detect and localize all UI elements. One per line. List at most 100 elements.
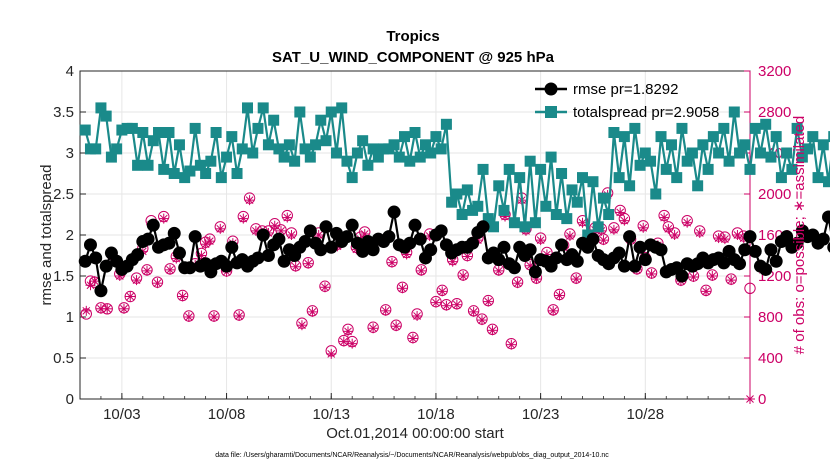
rmse-point <box>523 243 537 257</box>
totalspread-point <box>760 118 772 130</box>
obs-assimilated-point <box>451 299 462 310</box>
rmse-point <box>403 236 417 250</box>
asterisk-stroke <box>339 337 348 346</box>
asterisk-stroke <box>381 306 390 315</box>
y-axis-left: 0 0.5 1 1.5 2 2.5 3 3.5 4 <box>53 63 86 408</box>
rmse-point <box>738 243 752 257</box>
y-tick-label: 3.5 <box>53 104 74 121</box>
asterisk-stroke <box>478 316 486 324</box>
obs-assimilated-point <box>118 303 129 314</box>
obs-assimilated-point <box>125 291 136 302</box>
totalspread-point <box>268 114 280 126</box>
y-tick-label: 0.5 <box>53 350 74 367</box>
rmse-point <box>586 232 600 246</box>
totalspread-point <box>189 122 201 134</box>
totalspread-point <box>95 102 107 114</box>
rmse-point <box>172 246 186 260</box>
totalspread-point <box>692 180 704 192</box>
asterisk-stroke <box>746 395 754 403</box>
totalspread-point <box>817 139 829 151</box>
obs-assimilated-point <box>615 207 626 218</box>
obs-assimilated-point <box>152 278 163 289</box>
obs-assimilated-point <box>319 282 330 293</box>
asterisk-stroke <box>702 287 710 296</box>
obs-assimilated-point <box>183 312 194 322</box>
obs-assimilated-point <box>204 236 215 247</box>
y-tick-label: 1 <box>66 309 74 326</box>
asterisk-stroke <box>647 270 656 278</box>
rmse-point <box>387 205 401 219</box>
asterisk-stroke <box>369 324 378 333</box>
asterisk-stroke <box>484 297 493 306</box>
obs-assimilated-point <box>416 265 427 276</box>
totalspread-point <box>137 127 149 138</box>
obs-assimilated-point <box>282 212 293 223</box>
rmse-point <box>272 232 286 246</box>
y-tick-label: 0 <box>66 391 74 408</box>
asterisk-stroke <box>578 218 587 227</box>
asterisk-stroke <box>205 237 214 246</box>
obs-assimilated-point <box>719 234 730 245</box>
totalspread-point <box>791 122 803 134</box>
totalspread-point <box>681 155 693 167</box>
rmse-point <box>555 238 569 252</box>
rmse-point <box>612 246 626 260</box>
x-tick-label: 10/23 <box>522 406 560 423</box>
rmse-point <box>167 226 181 240</box>
totalspread-point <box>723 155 735 167</box>
x-axis: 10/03 10/08 10/13 10/18 10/23 10/28 <box>79 393 751 423</box>
totalspread-point <box>451 188 463 200</box>
asterisk-stroke <box>201 240 210 249</box>
totalspread-point <box>823 176 830 188</box>
obs-assimilated-point <box>638 222 649 233</box>
asterisk-stroke <box>639 223 648 232</box>
rmse-point <box>717 256 731 270</box>
asterisk-stroke <box>321 283 329 292</box>
totalspread-point <box>545 151 557 163</box>
asterisk-stroke <box>120 304 128 313</box>
x-tick-label: 10/18 <box>417 406 455 423</box>
rmse-point <box>466 236 480 250</box>
totalspread-point <box>215 172 227 184</box>
rmse-point <box>675 269 689 283</box>
obs-assimilated-point <box>669 230 680 240</box>
asterisk-stroke <box>413 312 421 320</box>
obs-possible-point <box>124 290 136 303</box>
asterisk-stroke <box>660 213 669 222</box>
totalspread-point <box>126 122 138 134</box>
obs-assimilated-point <box>512 278 523 289</box>
rmse-point <box>251 251 265 265</box>
rmse-point <box>356 244 370 258</box>
totalspread-point <box>173 139 185 151</box>
totalspread-point <box>336 102 348 114</box>
rmse-point <box>549 251 563 265</box>
rmse-point <box>277 254 291 268</box>
asterisk-stroke <box>513 279 522 288</box>
totalspread-point <box>503 163 515 175</box>
totalspread-point <box>147 135 159 147</box>
obs-assimilated-point <box>608 224 619 235</box>
totalspread-point <box>718 122 730 134</box>
totalspread-point <box>498 204 510 216</box>
asterisk-stroke <box>239 214 248 223</box>
totalspread-point <box>603 209 615 220</box>
asterisk-stroke <box>448 257 457 266</box>
totalspread-point <box>482 213 494 225</box>
obs-assimilated-point <box>663 223 674 234</box>
rmse-point <box>340 230 354 244</box>
x-tick-label: 10/08 <box>208 406 246 423</box>
obs-assimilated-point <box>380 305 391 316</box>
totalspread-point <box>639 147 651 159</box>
totalspread-point <box>529 217 541 229</box>
obs-assimilated-point <box>250 225 261 236</box>
totalspread-point <box>132 159 144 171</box>
rmse-point <box>314 243 328 257</box>
totalspread-point <box>508 217 520 229</box>
obs-assimilated-point <box>165 264 176 275</box>
obs-assimilated-point <box>487 325 498 336</box>
asterisk-stroke <box>733 231 742 239</box>
asterisk-stroke <box>287 231 296 239</box>
obs-assimilated-point <box>386 257 397 268</box>
totalspread-point <box>770 131 782 143</box>
asterisk-stroke <box>143 266 151 275</box>
